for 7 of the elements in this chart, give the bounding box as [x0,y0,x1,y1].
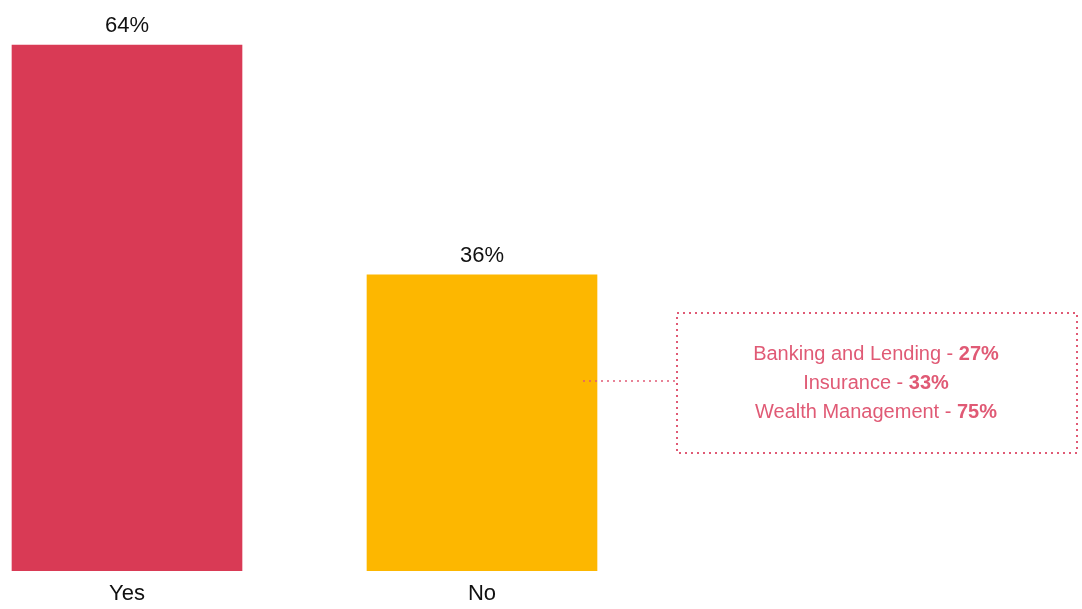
data-label: 64% [104,12,150,38]
data-label: 36% [459,242,505,268]
text: Banking and Lending - 27% [752,340,1000,366]
text: Wealth Management - 75% [754,398,998,424]
x-tick-label: Yes [109,579,145,605]
x-tick-label: No [467,579,497,605]
text: Insurance - 33% [802,369,950,395]
